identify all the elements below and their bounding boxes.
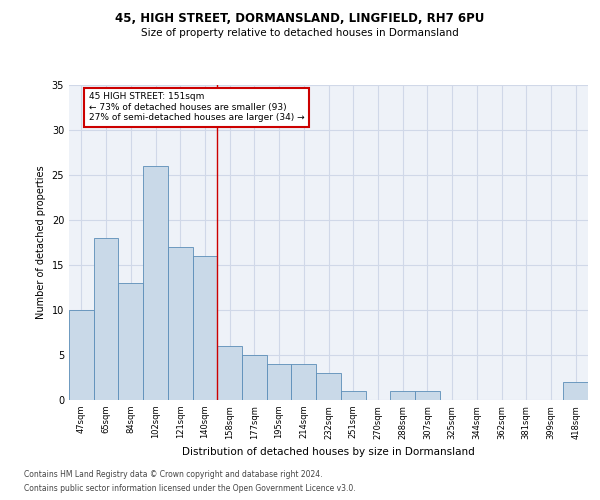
Bar (242, 355, 267, 400)
Bar (316, 373, 341, 400)
Text: 45 HIGH STREET: 151sqm
← 73% of detached houses are smaller (93)
27% of semi-det: 45 HIGH STREET: 151sqm ← 73% of detached… (89, 92, 304, 122)
Text: 45, HIGH STREET, DORMANSLAND, LINGFIELD, RH7 6PU: 45, HIGH STREET, DORMANSLAND, LINGFIELD,… (115, 12, 485, 26)
Text: Contains public sector information licensed under the Open Government Licence v3: Contains public sector information licen… (24, 484, 356, 493)
Bar (341, 391, 365, 400)
Bar (267, 364, 292, 400)
Bar (563, 382, 588, 400)
Bar (292, 364, 316, 400)
Text: Size of property relative to detached houses in Dormansland: Size of property relative to detached ho… (141, 28, 459, 38)
Bar (217, 346, 242, 400)
Bar (415, 391, 440, 400)
Text: Contains HM Land Registry data © Crown copyright and database right 2024.: Contains HM Land Registry data © Crown c… (24, 470, 323, 479)
Bar (168, 247, 193, 400)
Bar (143, 166, 168, 400)
Bar (94, 238, 118, 400)
Bar (193, 256, 217, 400)
Y-axis label: Number of detached properties: Number of detached properties (36, 166, 46, 320)
Bar (69, 310, 94, 400)
Bar (118, 283, 143, 400)
X-axis label: Distribution of detached houses by size in Dormansland: Distribution of detached houses by size … (182, 447, 475, 457)
Bar (390, 391, 415, 400)
